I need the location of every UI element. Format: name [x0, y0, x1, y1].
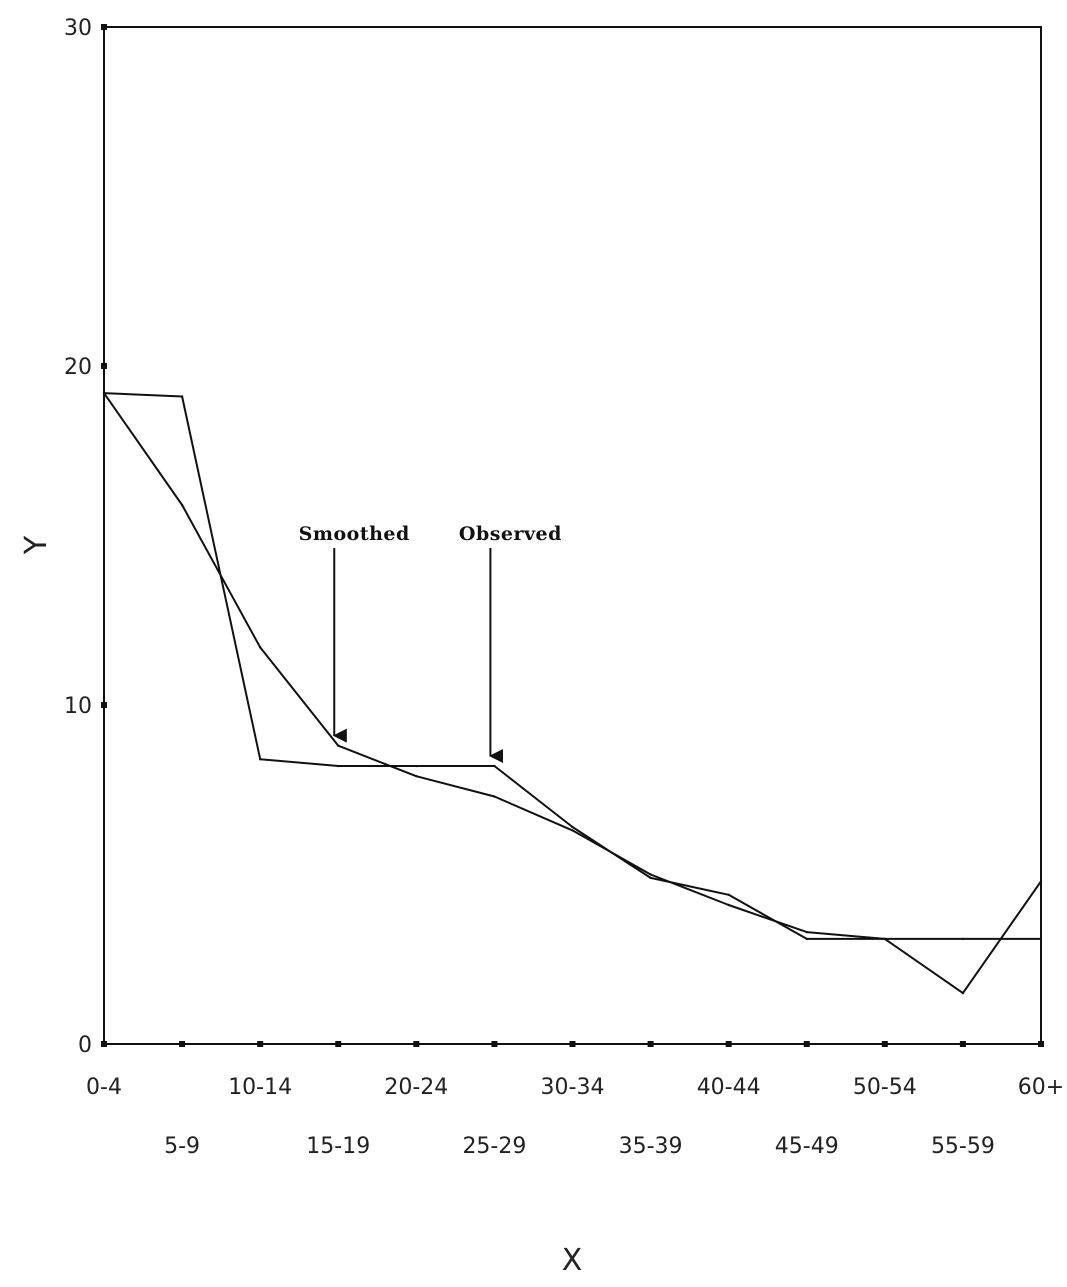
data-point-smoothed: [415, 774, 418, 778]
data-point-smoothed: [102, 391, 106, 395]
data-point-smoothed: [805, 930, 808, 934]
annotation-layer: Smoothed Observed: [299, 523, 562, 764]
y-tick-mark: [101, 363, 107, 369]
x-tick-label: 30-34: [541, 1075, 605, 1100]
data-point-observed: [493, 764, 496, 768]
x-tick-mark: [335, 1041, 342, 1047]
x-tick-label: 5-9: [164, 1134, 200, 1159]
y-tick-label: 0: [78, 1033, 92, 1058]
data-point-smoothed: [571, 829, 574, 832]
data-point-observed: [805, 937, 808, 941]
y-tick-mark: [101, 24, 107, 30]
x-tick-label: 10-14: [228, 1075, 292, 1100]
data-point-observed: [571, 825, 574, 829]
x-tick-label: 20-24: [384, 1075, 448, 1100]
x-axis: 0-4 5-9 10-14 15-19 20-24 25-29 30-34 35-39 40-4…: [86, 1041, 1064, 1159]
x-tick-label: 55-59: [931, 1134, 995, 1159]
data-point-smoothed: [649, 873, 652, 876]
x-tick-label: 25-29: [462, 1134, 526, 1159]
y-axis: 0 10 20 30: [64, 16, 107, 1058]
x-tick-label: 60+: [1018, 1075, 1064, 1100]
data-point-smoothed: [1039, 937, 1043, 941]
x-tick-label: 45-49: [775, 1134, 839, 1159]
x-tick-mark: [1038, 1041, 1044, 1047]
x-tick-mark: [179, 1041, 186, 1047]
y-axis-title: Y: [19, 535, 54, 555]
series-line-observed: [103, 392, 1042, 995]
series-layer: [102, 391, 1043, 995]
series-line-smoothed: [103, 392, 1041, 940]
x-tick-mark: [101, 1041, 107, 1047]
x-axis-title: X: [562, 1243, 583, 1278]
data-point-smoothed: [180, 503, 184, 507]
x-tick-label: 15-19: [306, 1134, 370, 1159]
annotation-label-observed: Observed: [459, 523, 562, 545]
x-tick-mark: [413, 1041, 420, 1047]
x-tick-label: 40-44: [697, 1075, 761, 1100]
x-tick-mark: [959, 1041, 966, 1047]
x-tick-mark: [491, 1041, 498, 1047]
data-point-observed: [258, 758, 262, 761]
x-tick-mark: [725, 1041, 732, 1047]
x-tick-label: 35-39: [619, 1134, 683, 1159]
x-tick-label: 50-54: [853, 1075, 917, 1100]
y-tick-mark: [101, 702, 107, 708]
data-point-smoothed: [258, 646, 262, 649]
plot-frame: [103, 26, 1042, 1045]
y-tick-label: 30: [64, 16, 92, 41]
x-tick-mark: [569, 1041, 576, 1047]
data-point-observed: [727, 893, 730, 897]
data-point-observed: [337, 764, 340, 768]
annotation-label-smoothed: Smoothed: [299, 523, 410, 545]
data-point-observed: [415, 764, 418, 768]
data-point-smoothed: [961, 937, 965, 941]
x-tick-mark: [803, 1041, 810, 1047]
data-point-smoothed: [883, 937, 887, 941]
data-point-smoothed: [727, 903, 730, 907]
x-tick-mark: [647, 1041, 654, 1047]
y-tick-label: 20: [64, 355, 92, 380]
data-point-observed: [180, 395, 184, 398]
data-point-smoothed: [493, 795, 496, 798]
x-tick-mark: [881, 1041, 888, 1047]
data-point-observed: [1039, 880, 1043, 883]
x-tick-label: 0-4: [86, 1075, 122, 1100]
data-point-observed: [961, 991, 965, 995]
y-tick-label: 10: [64, 694, 92, 719]
data-point-observed: [649, 876, 652, 880]
data-point-smoothed: [337, 744, 340, 747]
x-tick-mark: [257, 1041, 264, 1047]
